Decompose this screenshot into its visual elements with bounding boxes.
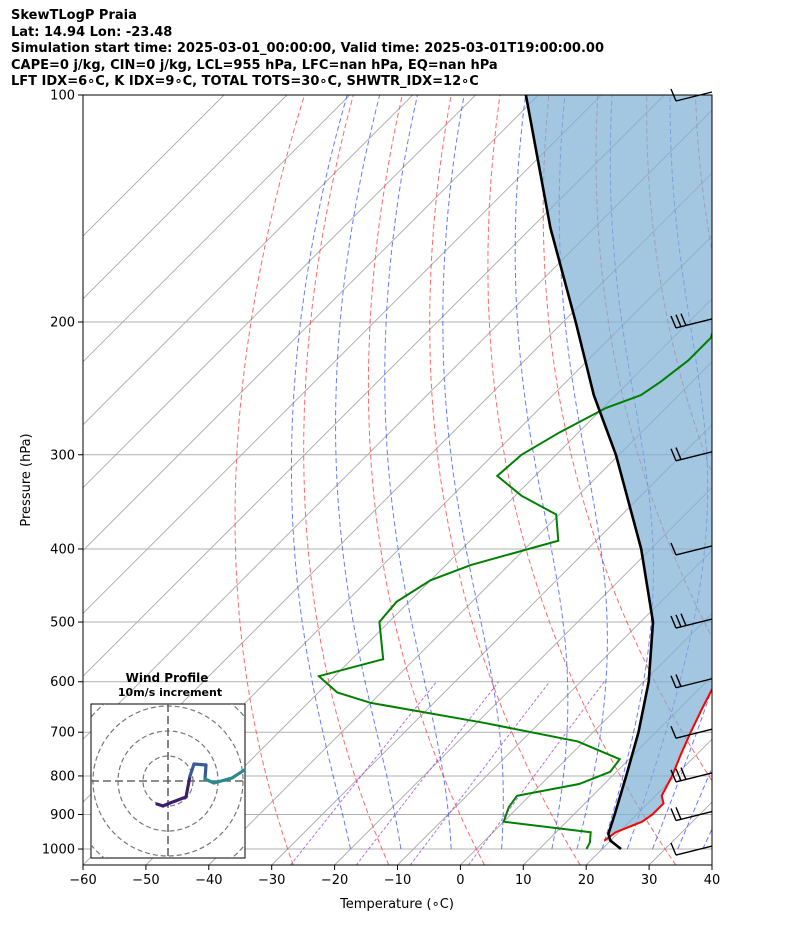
axes: −60 −50 −40 −30 −20 −10 0 10 20 30 40 1000 900 800 700… xyxy=(42,89,720,889)
isotherm xyxy=(83,95,476,489)
x-axis-label: Temperature (∘C) xyxy=(339,897,454,912)
moist-adiabat xyxy=(290,95,352,850)
dry-adiabat xyxy=(744,95,794,865)
indices-line: CAPE=0 j/kg, CIN=0 j/kg, LCL=955 hPa, LF… xyxy=(11,57,498,73)
wind-barb xyxy=(670,767,713,783)
moist-adiabat xyxy=(677,766,712,850)
isotherm xyxy=(145,298,712,865)
mixing-ratio-line xyxy=(409,681,550,865)
x-tick-label: 20 xyxy=(578,873,595,888)
isotherm xyxy=(83,95,288,300)
isotherm xyxy=(397,549,712,865)
x-tick-label: −40 xyxy=(195,873,222,888)
background-lines xyxy=(83,95,794,865)
isotherm xyxy=(271,424,712,865)
moist-adiabat xyxy=(335,95,402,850)
series-line-dewpoint xyxy=(316,330,712,850)
moist-adiabat xyxy=(558,95,608,850)
x-tick-label: −10 xyxy=(384,873,411,888)
dry-adiabat xyxy=(234,95,305,865)
isotherm xyxy=(208,361,712,865)
moist-adiabat xyxy=(652,687,712,850)
hodograph-subtitle: 10m/s increment xyxy=(118,686,222,699)
y-tick-label: 900 xyxy=(50,808,75,823)
x-tick-label: 40 xyxy=(704,873,721,888)
dry-adiabat xyxy=(487,95,677,865)
series-lines xyxy=(316,95,712,851)
x-tick-label: −20 xyxy=(321,873,348,888)
isotherm xyxy=(83,95,225,237)
wind-barb xyxy=(670,807,713,822)
isotherm xyxy=(460,612,712,865)
dry-adiabat xyxy=(542,95,712,782)
wind-barb xyxy=(670,313,713,329)
y-axis-label: Pressure (hPa) xyxy=(19,433,34,526)
y-tick-label: 300 xyxy=(50,448,75,463)
y-tick-label: 1000 xyxy=(42,843,75,858)
wind-barb xyxy=(670,674,713,689)
wind-barb xyxy=(670,88,713,102)
hodograph-trace xyxy=(212,776,234,785)
x-tick-label: −50 xyxy=(132,873,159,888)
moist-adiabat xyxy=(442,95,504,850)
isotherm xyxy=(83,95,539,552)
hodograph-trace xyxy=(203,777,216,785)
hodograph-trace xyxy=(184,774,192,799)
series-line-temperature xyxy=(603,687,712,842)
indices-line-2: LFT IDX=6∘C, K IDX=9∘C, TOTAL TOTS=30∘C,… xyxy=(11,74,479,90)
hodograph-trace xyxy=(168,795,188,805)
isotherm xyxy=(711,864,712,865)
mixing-ratio-line xyxy=(468,681,605,865)
y-tick-label: 500 xyxy=(50,616,75,631)
y-tick-label: 400 xyxy=(50,542,75,557)
y-tick-label: 100 xyxy=(50,89,75,104)
x-tick-label: −60 xyxy=(69,873,96,888)
x-tick-label: 0 xyxy=(456,873,464,888)
isotherm xyxy=(83,95,351,363)
time-line: Simulation start time: 2025-03-01_00:00:… xyxy=(11,41,604,57)
chart-header: SkewTLogP Praia Lat: 14.94 Lon: -23.48 S… xyxy=(11,8,781,91)
series-line-parcel xyxy=(524,95,655,851)
hodograph-trace xyxy=(192,762,208,767)
hodograph-title: Wind Profile xyxy=(126,671,209,685)
hodograph-trace xyxy=(203,763,208,781)
chart-title: SkewTLogP Praia xyxy=(11,8,137,23)
moist-adiabat xyxy=(601,95,654,850)
y-tick-label: 200 xyxy=(50,315,75,330)
x-tick-label: 30 xyxy=(641,873,658,888)
cape-shading xyxy=(525,95,712,841)
isotherm xyxy=(83,95,665,677)
moist-adiabat xyxy=(384,95,452,850)
hodograph-inset xyxy=(90,703,246,859)
x-tick-label: 10 xyxy=(515,873,532,888)
dry-adiabat xyxy=(303,95,390,865)
y-tick-label: 800 xyxy=(50,769,75,784)
moist-adiabat xyxy=(702,827,712,850)
cape-fill-area xyxy=(525,95,712,841)
y-tick-label: 700 xyxy=(50,726,75,741)
wind-barb xyxy=(670,613,713,629)
mixing-ratio-line xyxy=(355,681,499,865)
wind-barb xyxy=(670,842,713,856)
wind-barb xyxy=(670,725,713,739)
moist-adiabat xyxy=(514,95,569,850)
isotherm xyxy=(83,95,602,615)
x-tick-label: −30 xyxy=(258,873,285,888)
isotherm xyxy=(83,95,414,426)
isotherm xyxy=(334,486,712,865)
dry-adiabat xyxy=(367,95,485,865)
y-tick-label: 600 xyxy=(50,675,75,690)
wind-barb xyxy=(670,542,713,556)
mixing-ratio-line xyxy=(290,681,437,865)
hodograph-trace xyxy=(230,767,245,780)
wind-barb xyxy=(670,447,713,462)
dry-adiabat xyxy=(429,95,581,865)
location-line: Lat: 14.94 Lon: -23.48 xyxy=(11,24,173,40)
hodograph-trace xyxy=(188,762,196,778)
wind-barbs xyxy=(670,88,713,856)
